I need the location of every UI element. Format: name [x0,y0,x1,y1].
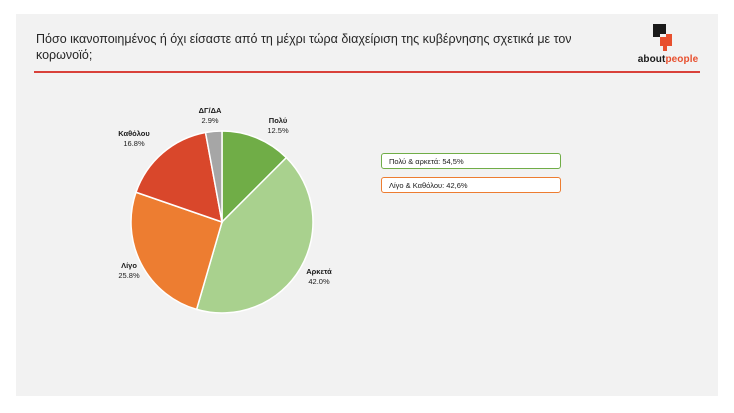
slice-label: Καθόλου 16.8% [104,129,164,149]
slice-label-value: 16.8% [123,139,145,148]
slice-label-value: 2.9% [201,116,219,125]
slice-label-name: Καθόλου [118,129,150,138]
page-title: Πόσο ικανοποιημένος ή όχι είσαστε από τη… [36,32,572,62]
pie-slice [130,191,223,311]
slice-label-value: 12.5% [267,126,289,135]
slice-label-name: Αρκετά [306,267,332,276]
slice-label: Αρκετά 42.0% [289,267,349,287]
pie-slice [221,130,288,224]
logo-mark-icon [653,24,672,51]
slice-label: Λίγο 25.8% [99,261,159,281]
slice-label-name: Πολύ [268,116,288,125]
summary-box: Πολύ & αρκετά: 54,5% [381,153,561,169]
slice-label-value: 25.8% [118,271,140,280]
slide: Πόσο ικανοποιημένος ή όχι είσαστε από τη… [16,14,718,396]
pie-slice [204,130,223,223]
slice-label: Πολύ 12.5% [248,116,308,136]
slice-label: ΔΓ/ΔΑ 2.9% [180,106,240,126]
title-divider [34,71,700,73]
logo-wordmark: aboutpeople [637,54,699,65]
pie-chart [130,130,314,314]
pie-slice [135,131,223,224]
slice-label-name: ΔΓ/ΔΑ [198,106,222,115]
pie-slice [195,156,314,314]
aboutpeople-logo: aboutpeople [630,22,706,68]
slice-label-name: Λίγο [121,261,137,270]
slice-label-value: 42.0% [308,277,330,286]
summary-box: Λίγο & Καθόλου: 42,6% [381,177,561,193]
